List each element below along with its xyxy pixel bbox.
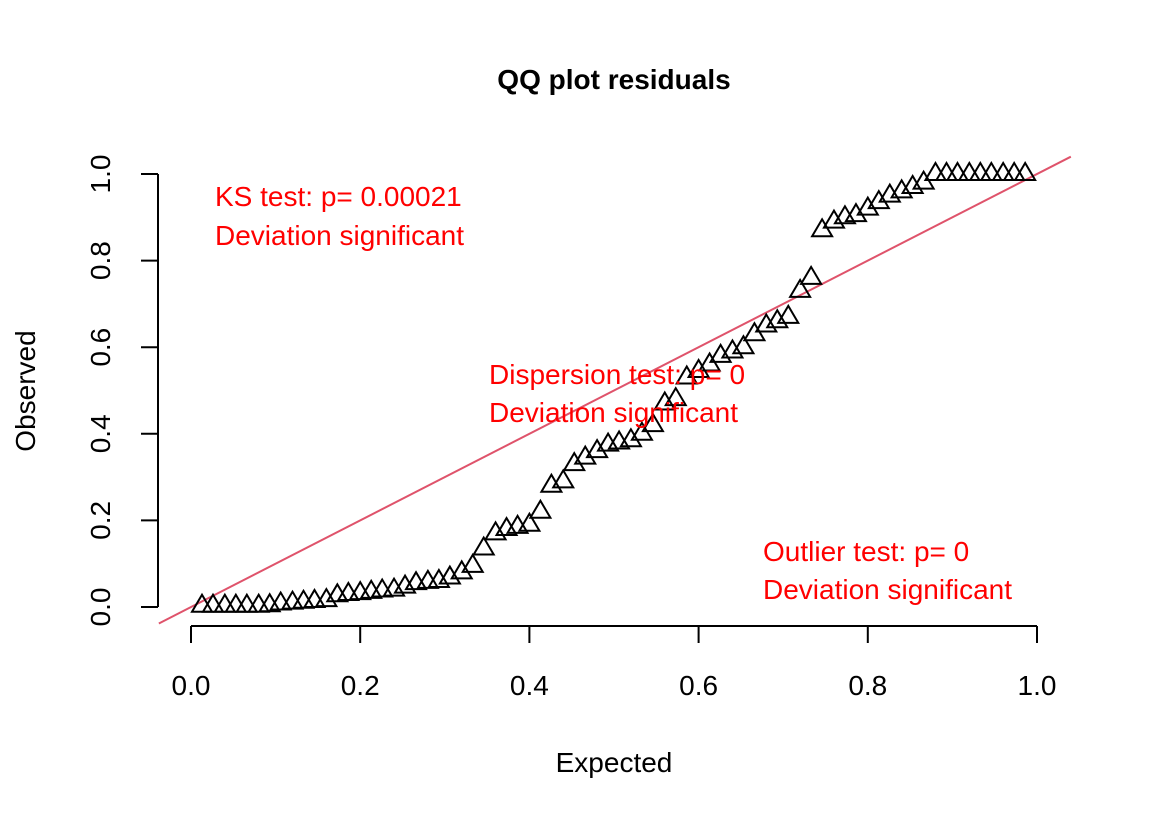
chart-title: QQ plot residuals xyxy=(497,64,730,95)
annotation-outlier-line2: Deviation significant xyxy=(763,574,1012,605)
y-tick-label: 0.2 xyxy=(85,501,116,540)
data-point xyxy=(641,412,665,433)
data-point xyxy=(460,552,485,573)
x-tick-label: 0.6 xyxy=(679,670,718,701)
x-axis-title: Expected xyxy=(556,747,673,778)
annotation-ks-line2: Deviation significant xyxy=(215,220,464,251)
annotation-dispersion-test: Dispersion test: p= 0 Deviation signific… xyxy=(489,359,745,428)
data-point xyxy=(856,195,880,216)
data-point xyxy=(889,178,914,199)
y-axis-title: Observed xyxy=(10,330,41,451)
data-point xyxy=(201,592,225,613)
data-point xyxy=(900,174,925,194)
data-point xyxy=(979,161,1004,181)
annotation-outlier-line1: Outlier test: p= 0 xyxy=(763,536,969,567)
x-tick-label: 0.0 xyxy=(172,670,211,701)
data-point xyxy=(370,577,394,598)
y-tick-label: 1.0 xyxy=(85,155,116,194)
data-point xyxy=(720,338,745,359)
data-point xyxy=(653,390,677,411)
annotation-ks-line1: KS test: p= 0.00021 xyxy=(215,181,462,212)
data-point xyxy=(483,520,508,541)
y-tick-label: 0.0 xyxy=(85,588,116,627)
x-tick-label: 0.8 xyxy=(848,670,887,701)
x-axis: 0.0 0.2 0.4 0.6 0.8 1.0 xyxy=(172,625,1057,701)
data-point xyxy=(799,264,823,285)
data-point xyxy=(449,559,474,580)
data-point xyxy=(754,312,779,333)
data-point xyxy=(325,582,350,603)
data-point xyxy=(528,498,553,519)
reference-line xyxy=(158,155,1072,625)
x-tick-label: 0.4 xyxy=(510,670,549,701)
data-point xyxy=(573,444,597,465)
x-tick-label: 0.2 xyxy=(341,670,380,701)
data-point xyxy=(314,587,339,608)
data-point xyxy=(945,161,970,181)
data-point xyxy=(235,592,259,613)
x-tick-label: 1.0 xyxy=(1018,670,1057,701)
data-point xyxy=(731,334,756,355)
annotation-dispersion-line2: Deviation significant xyxy=(489,397,738,428)
annotation-dispersion-line1: Dispersion test: p= 0 xyxy=(489,359,745,390)
data-point xyxy=(822,208,846,229)
data-point xyxy=(336,581,361,602)
y-tick-label: 0.8 xyxy=(85,241,116,280)
data-point xyxy=(562,451,586,472)
y-tick-label: 0.4 xyxy=(85,414,116,453)
data-point xyxy=(471,535,496,556)
data-point xyxy=(585,438,609,459)
data-point xyxy=(788,277,812,298)
data-point xyxy=(867,189,891,210)
annotation-ks-test: KS test: p= 0.00021 Deviation significan… xyxy=(215,181,464,251)
data-point xyxy=(517,511,542,532)
data-point xyxy=(1013,161,1037,181)
data-point xyxy=(438,564,462,585)
data-point xyxy=(686,358,711,379)
data-point xyxy=(844,202,868,223)
data-point xyxy=(302,587,327,608)
data-point xyxy=(551,468,575,489)
annotation-outlier-test: Outlier test: p= 0 Deviation significant xyxy=(763,536,1012,605)
data-point xyxy=(664,386,688,407)
data-point xyxy=(776,303,801,324)
data-point xyxy=(268,590,293,611)
y-axis: 0.0 0.2 0.4 0.6 0.8 1.0 xyxy=(85,155,159,627)
data-point xyxy=(619,427,643,448)
data-point xyxy=(675,364,699,385)
data-point xyxy=(765,308,790,329)
y-tick-label: 0.6 xyxy=(85,328,116,367)
plot-area xyxy=(158,155,1072,625)
